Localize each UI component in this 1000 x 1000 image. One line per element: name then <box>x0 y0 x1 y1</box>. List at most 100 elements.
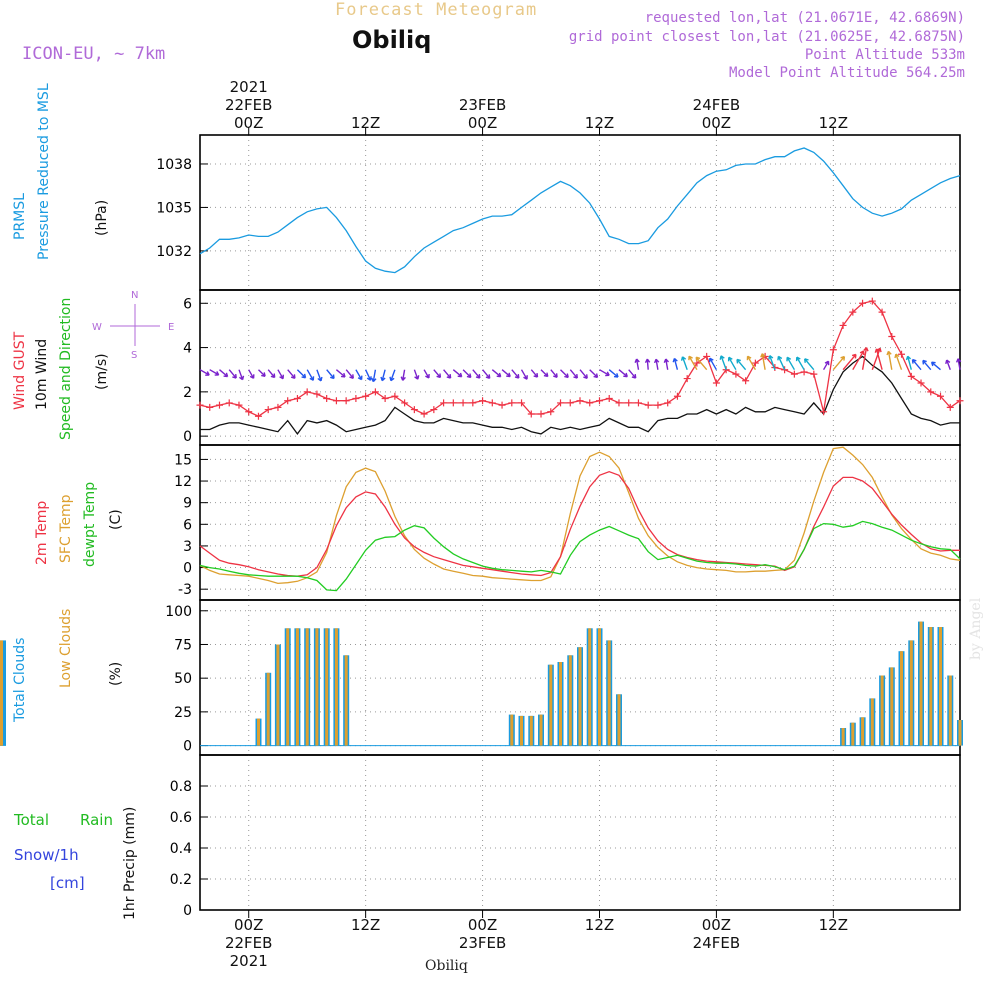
wind-direction-arrow <box>653 358 660 370</box>
gust-marker <box>751 359 759 367</box>
date-label-top: 23FEB <box>459 96 506 114</box>
compass-south: S <box>131 350 137 361</box>
footer-location: Obiliq <box>425 958 468 974</box>
gust-marker <box>790 370 798 378</box>
gust-marker <box>518 399 526 407</box>
gust-marker <box>303 388 311 396</box>
wind-direction-arrow <box>540 369 549 378</box>
low-cloud-bar <box>841 728 845 746</box>
wind-direction-arrow <box>491 369 502 378</box>
time-label-bottom: 12Z <box>819 916 848 934</box>
gust-marker <box>829 346 837 354</box>
wind-direction-arrow <box>644 358 651 370</box>
wind-direction-arrow <box>905 355 912 370</box>
requested-coords: requested lon,lat (21.0671E, 42.6869N) <box>644 10 965 26</box>
low-cloud-bar <box>870 698 874 746</box>
gust-marker <box>605 395 613 402</box>
wind-direction-arrow <box>672 357 679 370</box>
low-cloud-bar <box>276 644 280 746</box>
low-cloud-bar <box>919 621 923 746</box>
wind-direction-arrow <box>634 358 640 370</box>
wind-direction-arrow <box>955 358 962 370</box>
wind-direction-arrow <box>326 369 335 380</box>
wind-direction-arrow <box>550 369 558 378</box>
low-cloud-bar <box>0 640 3 746</box>
time-label-top: 00Z <box>234 114 263 132</box>
wind-direction-arrow <box>727 356 737 371</box>
wind-direction-arrow <box>345 369 354 379</box>
wind-direction-arrow <box>760 353 766 370</box>
ytick-label: 15 <box>174 452 192 468</box>
dewpt-line <box>199 520 961 592</box>
compass-north: N <box>131 290 138 301</box>
ytick-label: 0 <box>183 429 192 445</box>
low-cloud-bar <box>598 628 601 746</box>
ytick-label: 75 <box>174 637 192 653</box>
gust-marker <box>488 399 496 407</box>
gust-marker <box>634 399 642 407</box>
time-label-bottom: 00Z <box>468 916 497 934</box>
wind-direction-arrow <box>228 369 237 379</box>
date-label-bottom: 24FEB <box>693 934 740 952</box>
time-label-top: 12Z <box>585 114 614 132</box>
gust-marker <box>917 379 925 387</box>
pressure-line <box>199 147 961 274</box>
gust-marker <box>703 352 711 360</box>
wind-direction-arrow <box>219 369 229 378</box>
low-clouds-label: Low Clouds <box>58 609 74 688</box>
wind-direction-arrow <box>277 369 284 380</box>
low-cloud-bar <box>325 628 329 746</box>
gust-marker <box>644 401 652 409</box>
wind-direction-arrow <box>688 355 698 371</box>
ytick-label: 0 <box>183 903 192 919</box>
temp2m-line <box>199 471 960 577</box>
gust-marker <box>673 392 681 400</box>
gust-marker <box>956 397 964 405</box>
wind-direction-arrow <box>804 358 815 371</box>
chart-title: Forecast Meteogram <box>335 0 538 20</box>
gust-marker <box>401 399 409 407</box>
ytick-label: 1035 <box>156 200 192 216</box>
wind-direction-arrow <box>663 358 670 370</box>
gust-marker <box>576 397 584 405</box>
wind-direction-arrow <box>599 369 610 377</box>
gust-marker <box>381 395 389 402</box>
wind-direction-arrow <box>842 353 857 371</box>
low-cloud-bar <box>909 640 913 746</box>
wind-direction-arrow <box>719 355 727 370</box>
wind-direction-arrow <box>400 369 406 381</box>
gust-marker <box>946 403 954 411</box>
gust-marker <box>537 410 545 418</box>
pressure-name-label: PRMSL <box>12 193 28 240</box>
low-cloud-bar <box>958 720 962 746</box>
wind-direction-arrow <box>296 369 307 379</box>
wind-direction-arrow <box>413 369 420 380</box>
low-cloud-bar <box>286 628 290 746</box>
wind-direction-arrow <box>199 369 210 376</box>
time-label-bottom: 12Z <box>351 916 380 934</box>
ytick-label: 1032 <box>156 244 192 260</box>
gust-marker <box>664 399 672 407</box>
total-clouds-label: Total Clouds <box>12 638 28 723</box>
wind-direction-arrow <box>371 369 377 383</box>
sfc-temp-line <box>199 446 961 585</box>
gust-marker <box>469 399 477 407</box>
wind-direction-arrow <box>832 355 846 371</box>
low-cloud-bar <box>315 628 319 746</box>
wind-direction-arrow <box>795 356 805 371</box>
plot-layer: 1032 1035 1038 0 2 4 6 -3 0 3 6 9 12 15 0 25 50 75 100 0 0.2… <box>0 78 964 970</box>
low-cloud-bar <box>939 627 942 746</box>
model-name: ICON-EU, ~ 7km <box>22 44 166 64</box>
wind-direction-arrow <box>852 350 865 371</box>
wind-direction-arrow <box>452 369 463 378</box>
low-cloud-bar <box>539 714 543 746</box>
gust-marker <box>888 333 896 340</box>
wind-direction-arrow <box>861 347 869 370</box>
time-label-bottom: 00Z <box>234 916 263 934</box>
wind-direction-arrow <box>736 358 747 371</box>
ytick-label: 6 <box>183 517 192 533</box>
low-cloud-bar <box>851 722 855 746</box>
low-cloud-bar <box>929 627 933 746</box>
wind-direction-arrow <box>501 369 511 378</box>
gust-marker <box>245 408 253 416</box>
